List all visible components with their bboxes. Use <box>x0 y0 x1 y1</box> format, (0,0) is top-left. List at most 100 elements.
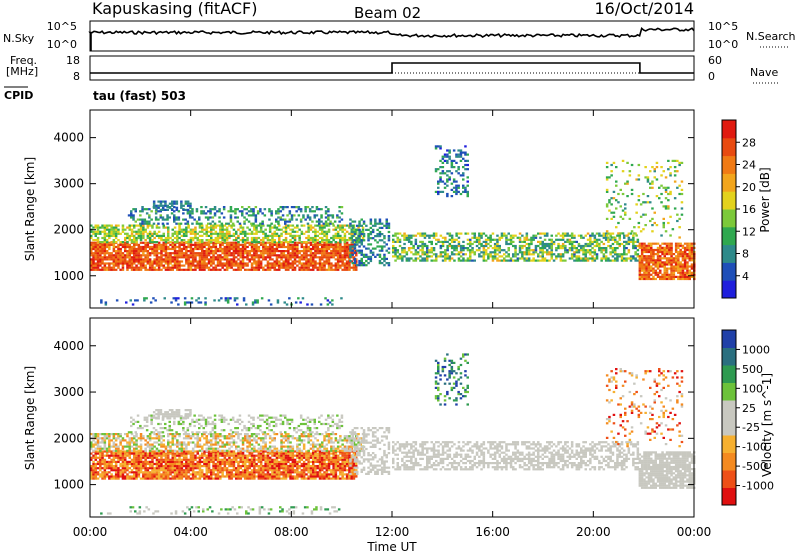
heatmap-cell <box>659 250 662 254</box>
heatmap-cell <box>180 241 184 244</box>
heatmap-cell <box>126 262 129 265</box>
heatmap-cell <box>664 188 668 191</box>
heatmap-cell <box>367 257 370 260</box>
heatmap-cell <box>216 239 220 242</box>
heatmap-cell <box>482 240 486 243</box>
heatmap-cell <box>191 260 195 263</box>
heatmap-cell <box>623 247 626 250</box>
heatmap-cell <box>469 257 472 260</box>
heatmap-cell <box>112 469 116 472</box>
heatmap-cell <box>448 170 451 173</box>
heatmap-cell <box>653 211 656 214</box>
heatmap-cell <box>305 264 308 267</box>
heatmap-cell <box>358 237 361 240</box>
heatmap-cell <box>262 268 265 271</box>
heatmap-cell <box>661 277 664 281</box>
heatmap-cell <box>255 262 258 265</box>
heatmap-cell <box>160 245 163 249</box>
heatmap-cell <box>681 269 685 272</box>
heatmap-cell <box>114 469 118 472</box>
heatmap-cell <box>314 241 317 244</box>
heatmap-cell <box>168 216 171 219</box>
heatmap-cell <box>94 262 97 265</box>
heatmap-cell <box>289 232 292 235</box>
heatmap-cell <box>189 256 193 259</box>
heatmap-cell <box>674 242 678 245</box>
heatmap-cell <box>101 475 104 478</box>
heatmap-cell <box>143 297 146 300</box>
heatmap-cell <box>396 238 399 241</box>
heatmap-cell <box>230 471 233 474</box>
heatmap-cell <box>291 228 295 231</box>
heatmap-cell <box>679 244 682 247</box>
heatmap-cell <box>398 253 402 256</box>
heatmap-cell <box>401 251 404 254</box>
heatmap-cell <box>196 452 199 455</box>
heatmap-cell <box>634 257 637 260</box>
heatmap-cell <box>99 256 102 259</box>
heatmap-cell <box>507 232 510 235</box>
heatmap-cell <box>175 218 178 221</box>
heatmap-cell <box>484 242 488 246</box>
heatmap-cell <box>575 255 578 258</box>
heatmap-cell <box>523 257 526 260</box>
heatmap-cell <box>412 244 415 248</box>
heatmap-cell <box>672 271 676 274</box>
heatmap-cell <box>582 251 585 254</box>
heatmap-cell <box>244 262 247 265</box>
heatmap-cell <box>194 256 197 259</box>
heatmap-cell <box>546 242 549 246</box>
heatmap-cell <box>167 460 170 463</box>
heatmap-cell <box>210 460 213 463</box>
heatmap-cell <box>241 232 245 235</box>
heatmap-cell <box>191 222 194 225</box>
heatmap-cell <box>162 458 165 461</box>
heatmap-cell <box>223 256 227 259</box>
heatmap-cell <box>96 477 100 480</box>
heatmap-cell <box>678 192 681 196</box>
heatmap-cell <box>310 303 314 306</box>
heatmap-cell <box>164 462 168 466</box>
heatmap-cell <box>191 475 195 478</box>
heatmap-cell <box>212 232 215 235</box>
heatmap-cell <box>532 257 535 260</box>
heatmap-cell <box>212 256 215 259</box>
heatmap-cell <box>133 477 136 480</box>
heatmap-cell <box>320 216 323 219</box>
heatmap-cell <box>559 247 563 250</box>
heatmap-cell <box>105 454 109 457</box>
heatmap-cell <box>380 239 384 242</box>
heatmap-cell <box>139 460 143 463</box>
heatmap-cell <box>180 458 184 461</box>
heatmap-cell <box>114 473 118 476</box>
heatmap-cell <box>257 258 261 261</box>
heatmap-cell <box>103 243 107 246</box>
heatmap-cell <box>318 260 322 263</box>
heatmap-cell <box>228 243 231 246</box>
heatmap-cell <box>584 244 587 248</box>
heatmap-cell <box>277 210 280 213</box>
heatmap-cell <box>350 260 353 263</box>
heatmap-cell <box>241 243 245 246</box>
heatmap-cell <box>334 266 338 269</box>
heatmap-cell <box>446 184 449 187</box>
heatmap-cell <box>255 224 258 227</box>
heatmap-cell <box>191 262 195 265</box>
heatmap-cell <box>280 262 283 265</box>
heatmap-cell <box>275 218 278 221</box>
heatmap-cell <box>664 207 668 210</box>
heatmap-cell <box>677 242 680 245</box>
heatmap-cell <box>625 240 628 243</box>
heatmap-cell <box>182 264 186 267</box>
heatmap-cell <box>353 257 357 260</box>
heatmap-cell <box>205 247 208 251</box>
heatmap-cell <box>313 210 316 213</box>
heatmap-cell <box>185 471 188 474</box>
heatmap-cell <box>225 239 229 242</box>
heatmap-cell <box>139 210 142 213</box>
heatmap-cell <box>307 250 310 253</box>
heatmap-cell <box>595 253 599 256</box>
heatmap-cell <box>450 159 454 162</box>
heatmap-cell <box>309 254 313 257</box>
heatmap-cell <box>534 244 538 248</box>
